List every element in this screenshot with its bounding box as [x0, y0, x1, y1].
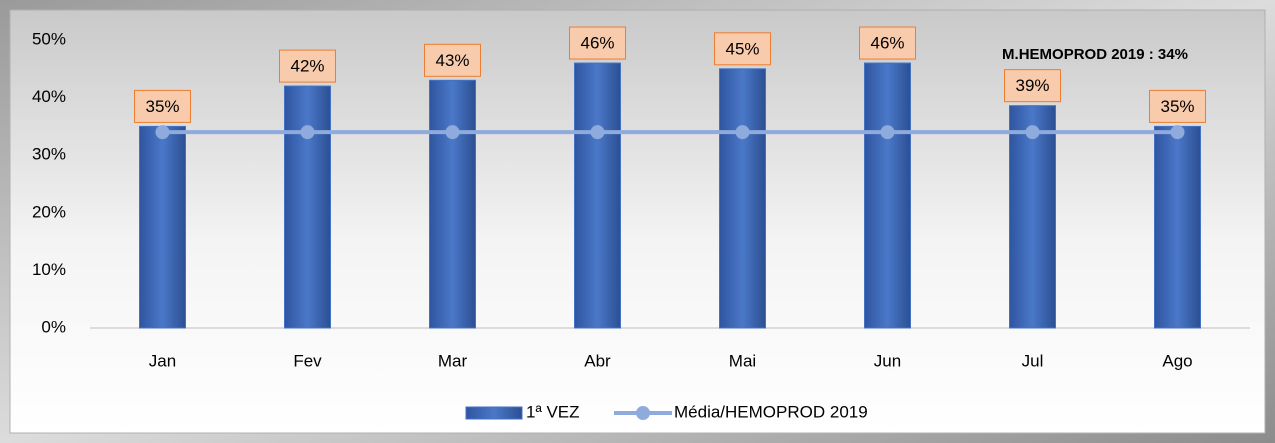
data-label: 35% — [1160, 97, 1194, 116]
bar — [139, 125, 186, 329]
x-tick-label: Fev — [293, 351, 322, 370]
x-tick-label: Jun — [874, 351, 901, 370]
data-label: 42% — [290, 57, 324, 76]
data-label: 46% — [580, 34, 614, 53]
line-point — [445, 125, 460, 140]
line-point — [1025, 125, 1040, 140]
data-label-box — [279, 49, 336, 83]
y-tick-label: 30% — [32, 145, 66, 164]
line-point — [300, 125, 315, 140]
data-label-box — [714, 32, 771, 66]
plot-background — [9, 9, 1266, 434]
x-tick-label: Abr — [584, 351, 611, 370]
x-tick-label: Ago — [1162, 351, 1192, 370]
data-label-box — [1149, 89, 1206, 123]
annotation: M.HEMOPROD 2019 : 34% — [1002, 46, 1188, 63]
y-tick-label: 20% — [32, 202, 66, 221]
line-point — [880, 125, 895, 140]
data-label: 35% — [145, 97, 179, 116]
bar — [719, 68, 766, 329]
x-tick-label: Mar — [438, 351, 468, 370]
x-tick-label: Jul — [1022, 351, 1044, 370]
bar — [864, 62, 911, 329]
data-label-box — [569, 26, 626, 60]
bar — [574, 62, 621, 329]
data-label: 45% — [725, 39, 759, 58]
x-tick-label: Jan — [149, 351, 176, 370]
data-label: 39% — [1015, 76, 1049, 95]
data-label-box — [424, 43, 481, 77]
line-point — [735, 125, 750, 140]
legend-swatch — [465, 406, 523, 420]
legend-label: Média/HEMOPROD 2019 — [674, 402, 868, 421]
data-label: 46% — [870, 34, 904, 53]
legend-swatch-point — [636, 406, 650, 420]
data-label-box — [134, 89, 191, 123]
y-tick-label: 40% — [32, 87, 66, 106]
y-tick-label: 10% — [32, 260, 66, 279]
data-label-box — [1004, 69, 1061, 103]
bar — [1154, 125, 1201, 329]
line-point — [590, 125, 605, 140]
data-label-box — [859, 26, 916, 60]
x-tick-label: Mai — [729, 351, 756, 370]
y-tick-label: 50% — [32, 29, 66, 48]
line-point — [155, 125, 170, 140]
bar — [429, 79, 476, 329]
y-tick-label: 0% — [41, 317, 66, 336]
bar — [1009, 105, 1056, 329]
bar — [284, 85, 331, 329]
line-point — [1170, 125, 1185, 140]
legend-label: 1ª VEZ — [526, 402, 580, 421]
data-label: 43% — [435, 51, 469, 70]
